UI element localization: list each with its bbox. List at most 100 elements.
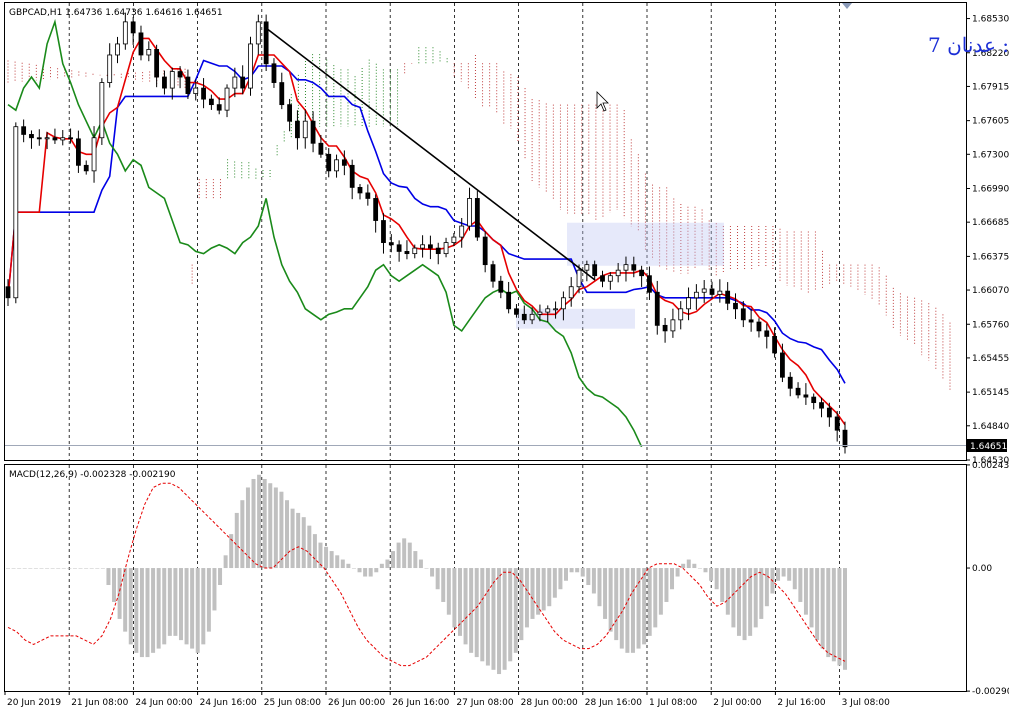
candle-body	[341, 159, 347, 166]
macd-bar	[759, 568, 764, 619]
candle-body	[201, 87, 206, 100]
time-tick-label: 28 Jun 16:00	[585, 698, 642, 708]
macd-bar	[6, 568, 10, 569]
candlesticks	[5, 12, 848, 454]
macd-bar	[630, 568, 635, 653]
macd-series: 0.002432 0.00 -0.002903	[6, 461, 1009, 697]
candle-body	[482, 236, 488, 266]
macd-bar	[536, 568, 541, 615]
price-tick-label: 1.64840	[972, 422, 1009, 432]
mouse-cursor-icon	[596, 91, 609, 112]
time-tick-label: 1 Jul 08:00	[649, 698, 698, 708]
candle-body	[420, 244, 425, 249]
candle-body	[302, 120, 308, 139]
macd-bar	[564, 568, 568, 581]
macd-bar	[614, 568, 619, 641]
macd-bar	[268, 483, 273, 569]
candle-body	[443, 242, 449, 255]
tenkan-line	[7, 37, 846, 426]
macd-bar	[167, 568, 172, 636]
macd-bar	[725, 568, 730, 615]
candle-body	[263, 21, 269, 65]
macd-bar	[402, 538, 407, 569]
macd-bar	[257, 474, 262, 569]
candle-body	[326, 153, 332, 172]
price-tick-label: 1.65145	[972, 388, 1009, 398]
macd-bar	[575, 568, 580, 573]
macd-plot-frame	[4, 464, 967, 692]
macd-bar	[28, 568, 33, 569]
macd-bar	[497, 568, 502, 675]
macd-bar	[285, 500, 289, 569]
macd-bar	[72, 568, 77, 569]
time-tick-label: 21 Jun 08:00	[71, 698, 128, 708]
candle-body	[678, 308, 684, 321]
candle-body	[553, 308, 558, 311]
macd-bar	[653, 568, 658, 628]
macd-bar	[625, 568, 630, 653]
candle-body	[834, 416, 840, 431]
macd-bar	[636, 568, 641, 649]
candle-body	[76, 138, 81, 166]
macd-bar	[792, 568, 797, 590]
macd-bar	[703, 568, 708, 573]
price-tick-label: 1.68220	[972, 49, 1009, 59]
highlight-box-upper	[567, 222, 724, 266]
macd-bar	[541, 568, 546, 611]
candle-body	[795, 387, 801, 396]
current-price-label: 1.64651	[970, 442, 1007, 452]
chikou-line	[7, 18, 643, 448]
indicator-lines	[7, 18, 846, 448]
macd-bar	[787, 568, 792, 581]
macd-bar	[151, 568, 156, 653]
macd-bar	[134, 568, 139, 653]
macd-bar	[329, 551, 334, 569]
macd-bar	[709, 568, 714, 581]
macd-signal-line	[7, 482, 846, 667]
macd-bar	[363, 568, 368, 577]
candle-body	[60, 137, 66, 141]
time-tick-label: 26 Jun 16:00	[392, 698, 449, 708]
candle-body	[373, 198, 379, 221]
candle-body	[255, 21, 261, 45]
candle-body	[287, 104, 293, 122]
candle-body	[396, 244, 402, 252]
macd-label: MACD(12,26,9) -0.002328 -0.002190	[9, 470, 176, 480]
macd-bar	[128, 568, 133, 645]
price-tick-label: 1.64530	[972, 456, 1009, 466]
macd-bar	[413, 551, 418, 569]
time-tick-label: 28 Jun 00:00	[521, 698, 578, 708]
macd-bar	[234, 512, 239, 569]
macd-bar	[742, 568, 747, 641]
candle-body	[654, 291, 660, 326]
time-tick-label: 2 Jul 00:00	[713, 698, 762, 708]
price-tick-label: 1.66990	[972, 185, 1009, 195]
macd-bar	[524, 568, 529, 628]
candle-body	[725, 290, 731, 304]
candle-body	[459, 225, 465, 238]
current-price-tag	[967, 439, 1007, 452]
candle-body	[748, 319, 754, 323]
macd-bar	[457, 568, 462, 636]
macd-bar	[112, 568, 117, 602]
candle-body	[733, 302, 738, 310]
macd-tick-label: 0.00	[972, 564, 992, 574]
macd-bar	[11, 568, 16, 569]
macd-bar	[201, 568, 206, 645]
macd-bar	[123, 568, 128, 632]
candle-body	[498, 280, 504, 293]
macd-bar	[318, 542, 323, 569]
macd-bar	[748, 568, 753, 636]
ichimoku-cloud	[7, 47, 951, 391]
shift-marker-icon	[842, 3, 852, 9]
main-plot-frame	[4, 2, 967, 461]
macd-bar	[33, 568, 38, 569]
candle-body	[365, 192, 371, 199]
candle-body	[529, 313, 535, 321]
candle-body	[295, 120, 300, 139]
macd-bar	[809, 568, 814, 628]
candle-body	[240, 76, 246, 89]
candle-body	[122, 21, 128, 45]
macd-bar	[223, 555, 228, 569]
macd-bar	[424, 568, 429, 569]
